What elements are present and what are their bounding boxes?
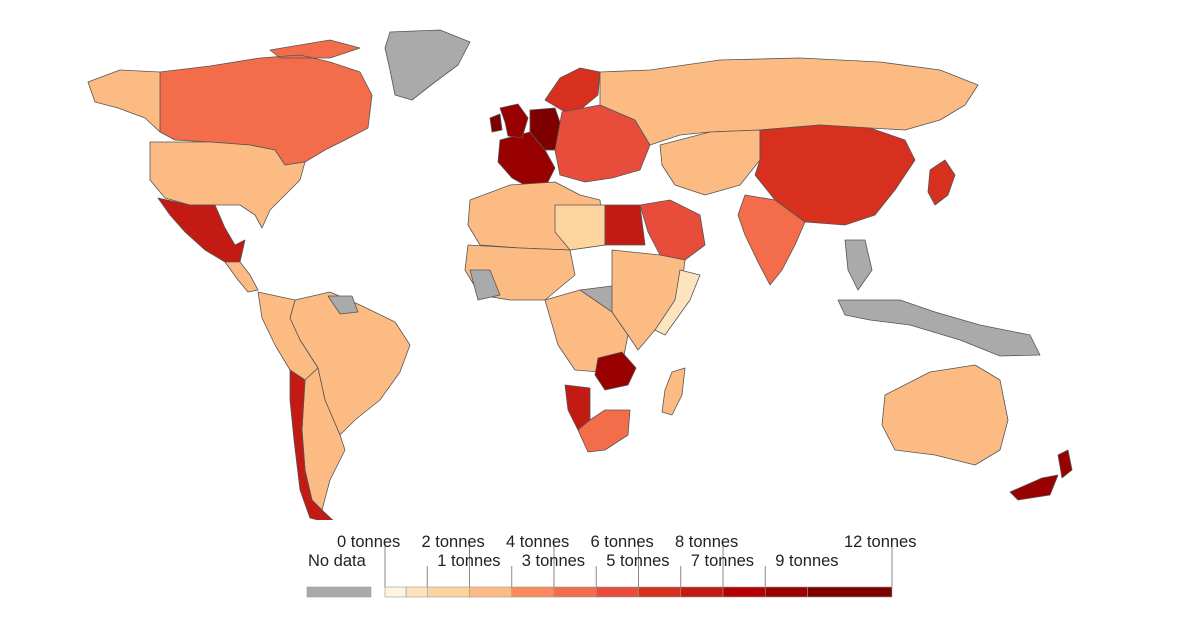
region-alaska xyxy=(87,69,161,133)
legend-swatch-8 xyxy=(680,586,724,598)
region-mexico xyxy=(157,197,246,263)
legend-label-lower-3: 7 tonnes xyxy=(691,552,754,570)
legend-swatch-1 xyxy=(405,586,428,598)
region-saudi-arabia xyxy=(639,199,706,261)
region-madagascar xyxy=(661,367,686,416)
region-central-asia xyxy=(659,129,761,196)
region-scandinavia xyxy=(544,67,601,113)
legend-no-data-label: No data xyxy=(308,552,367,570)
region-japan xyxy=(927,159,956,206)
legend-swatch-11 xyxy=(807,586,893,598)
legend-label-upper-4: 8 tonnes xyxy=(675,533,738,551)
region-zambia xyxy=(594,351,637,391)
region-greenland xyxy=(384,29,471,101)
legend-swatch-9 xyxy=(722,586,766,598)
legend-label-upper-5: 12 tonnes xyxy=(844,533,916,551)
region-new-zealand xyxy=(1009,449,1073,501)
region-central-america xyxy=(224,261,259,293)
region-china xyxy=(754,124,916,226)
legend-label-upper-0: 0 tonnes xyxy=(337,533,400,551)
legend-label-upper-3: 6 tonnes xyxy=(591,533,654,551)
legend-label-upper-2: 4 tonnes xyxy=(506,533,569,551)
region-egypt xyxy=(604,204,646,246)
region-libya xyxy=(554,204,606,251)
legend-swatch-10 xyxy=(764,586,808,598)
legend-label-upper-1: 2 tonnes xyxy=(422,533,485,551)
legend-label-lower-0: 1 tonnes xyxy=(437,552,500,570)
legend-swatch-3 xyxy=(469,586,513,598)
world-map xyxy=(87,29,1073,520)
region-united-kingdom xyxy=(499,103,529,139)
region-ireland xyxy=(489,113,503,133)
region-guianas xyxy=(327,295,359,315)
legend-label-lower-1: 3 tonnes xyxy=(522,552,585,570)
legend-swatch-5 xyxy=(553,586,597,598)
region-united-states xyxy=(149,141,306,229)
region-australia xyxy=(881,364,1009,466)
region-chile xyxy=(289,369,334,520)
legend-swatch-0 xyxy=(384,586,407,598)
region-southeast-asia xyxy=(837,239,1041,357)
legend-swatch-4 xyxy=(511,586,555,598)
legend-label-lower-4: 9 tonnes xyxy=(775,552,838,570)
legend-swatch-2 xyxy=(426,586,470,598)
region-russia xyxy=(599,57,979,146)
legend-no-data-swatch xyxy=(306,586,372,598)
legend-swatch-7 xyxy=(638,586,682,598)
region-south-africa xyxy=(577,409,631,453)
region-somalia xyxy=(654,269,701,336)
legend-swatch-6 xyxy=(595,586,639,598)
region-india xyxy=(737,194,806,286)
legend-label-lower-2: 5 tonnes xyxy=(606,552,669,570)
